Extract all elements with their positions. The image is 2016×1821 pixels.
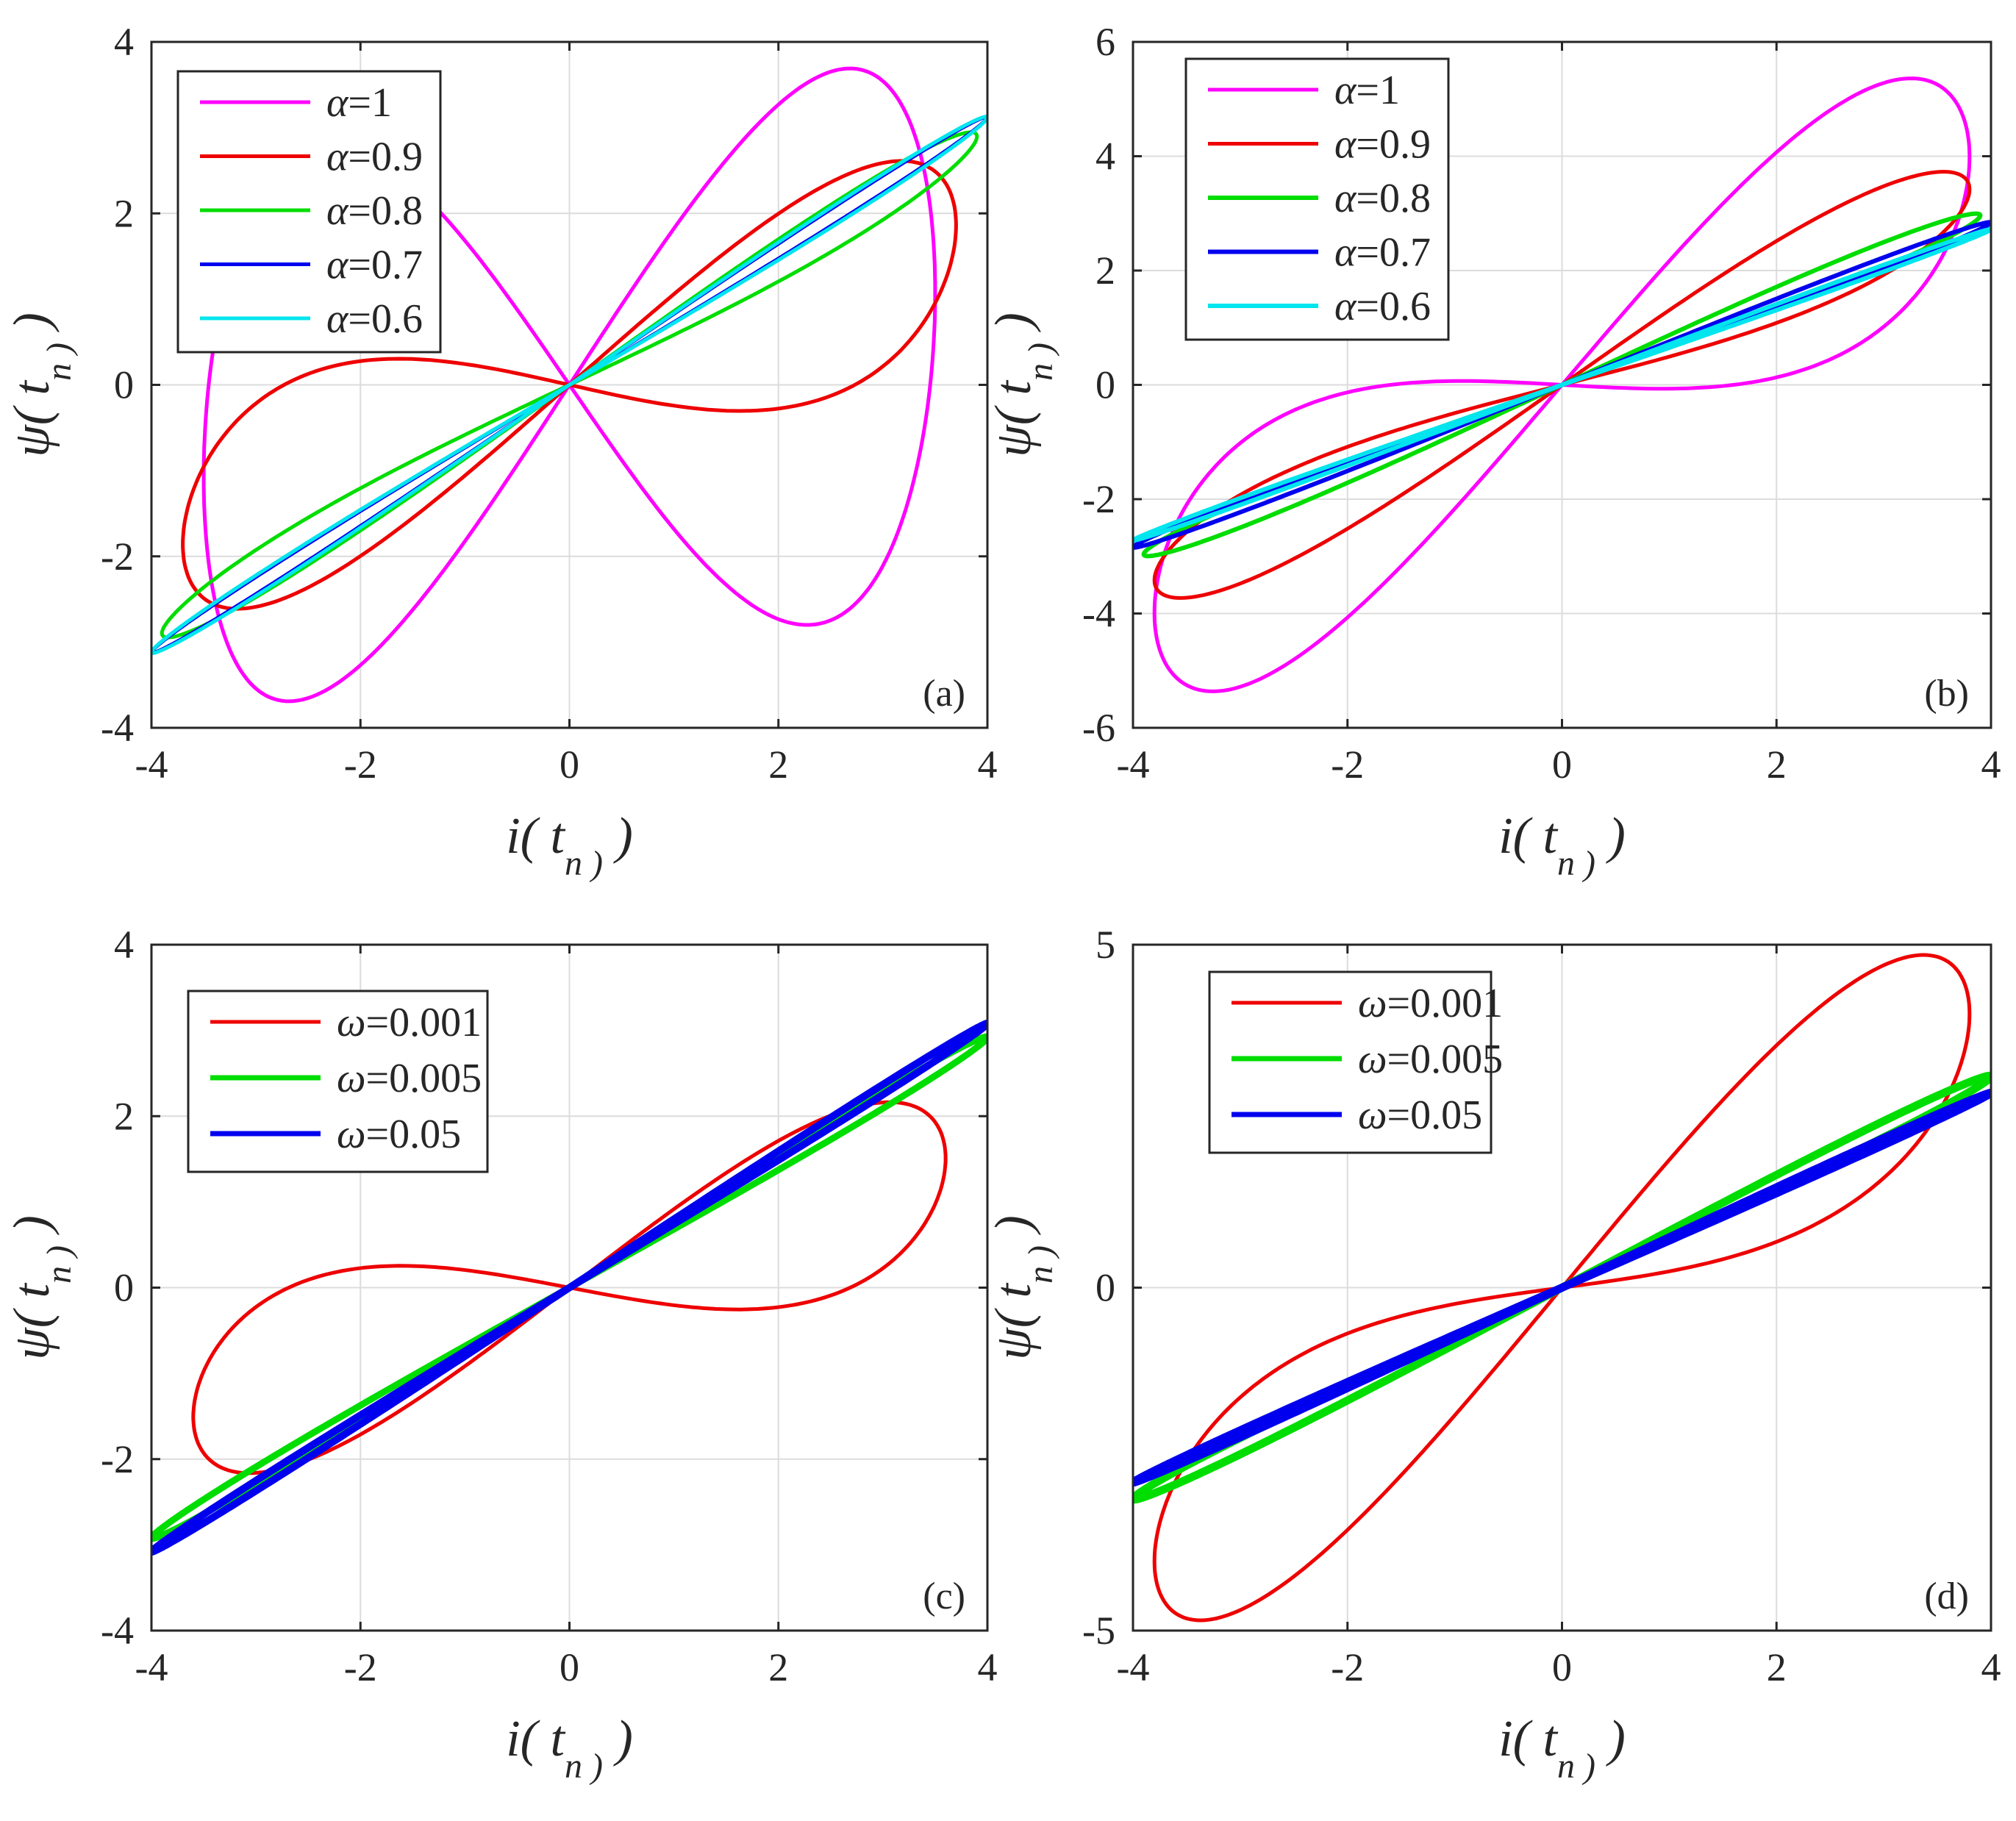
y-tick-label: 0: [114, 363, 134, 407]
legend-box: [1208, 970, 1493, 1154]
y-tick-label: 2: [114, 191, 134, 235]
y-tick-label: 4: [114, 20, 134, 64]
x-tick-label: 0: [1552, 1645, 1572, 1689]
legend: α=1 α=0.9 α=0.8 α=0.7 α=0.6: [176, 70, 442, 354]
x-tick-label: 2: [1767, 743, 1787, 787]
x-tick-label: 0: [560, 1645, 579, 1689]
legend-entry-label: α=0.7: [1334, 230, 1431, 276]
x-axis-label: i( tn ) ): [1498, 1711, 1626, 1786]
y-tick-label: 0: [1095, 1266, 1115, 1310]
series-group: [151, 66, 987, 704]
y-tick-label: 0: [114, 1266, 134, 1310]
x-tick-label: -4: [135, 743, 168, 787]
series-line-0_05: [1133, 1088, 1991, 1487]
series-line-0_05: [151, 1020, 987, 1556]
x-tick-label: 0: [560, 743, 579, 787]
legend-entry-label: α=1: [1334, 68, 1400, 113]
x-tick-label: 4: [1981, 743, 2001, 787]
y-axis-label: ψ( tn ) ): [4, 312, 79, 457]
y-tick-label: -2: [1082, 477, 1115, 521]
series-group: [1133, 76, 1991, 693]
y-tick-label: -2: [101, 1437, 134, 1481]
x-tick-label: 2: [768, 743, 788, 787]
legend-entry-label: α=0.7: [326, 243, 423, 288]
panel-tag: (b): [1924, 673, 1969, 715]
panel-tag: (c): [923, 1575, 965, 1617]
y-tick-label: -4: [101, 1609, 134, 1653]
series-line-0_6: [1133, 226, 1991, 543]
legend-entry-label: α=0.6: [1334, 284, 1431, 329]
legend-entry-label: α=0.8: [326, 188, 423, 234]
x-tick-label: -4: [1117, 743, 1150, 787]
series-group: [151, 1020, 987, 1556]
x-axis-label: i( tn ) ): [506, 808, 633, 883]
legend-entry-label: ω=0.05: [1358, 1092, 1482, 1138]
y-tick-label: -4: [1082, 592, 1115, 636]
legend-entry-label: ω=0.005: [1358, 1037, 1503, 1082]
y-tick-label: -2: [101, 534, 134, 579]
x-tick-label: -2: [344, 743, 377, 787]
y-tick-label: 6: [1095, 20, 1115, 64]
x-tick-label: 4: [978, 743, 998, 787]
panel-tag: (a): [923, 673, 965, 715]
x-tick-label: -4: [135, 1645, 168, 1689]
legend: α=1 α=0.9 α=0.8 α=0.7 α=0.6: [1184, 57, 1450, 341]
x-tick-label: 4: [978, 1645, 998, 1689]
legend-entry-label: ω=0.05: [337, 1112, 461, 1157]
panel-tag: (d): [1924, 1575, 1969, 1617]
series-line-0_6: [151, 115, 987, 655]
y-tick-label: 4: [1095, 135, 1115, 179]
y-tick-label: -6: [1082, 706, 1115, 750]
x-tick-label: 4: [1981, 1645, 2001, 1689]
legend-entry-label: α=0.6: [326, 296, 423, 342]
x-tick-label: 2: [1767, 1645, 1787, 1689]
y-tick-label: 2: [114, 1094, 134, 1138]
legend-entry-label: α=0.8: [1334, 176, 1431, 221]
y-axis-label: ψ( tn ) ): [985, 1215, 1060, 1360]
y-axis-label: ψ( tn ) ): [985, 312, 1060, 457]
x-tick-label: -2: [1331, 1645, 1364, 1689]
legend-entry-label: ω=0.005: [337, 1056, 482, 1101]
legend-entry-label: ω=0.001: [1358, 981, 1503, 1026]
y-axis-label: ψ( tn ) ): [4, 1215, 79, 1360]
y-tick-label: -4: [101, 706, 134, 750]
legend: ω=0.001 ω=0.005 ω=0.05: [187, 990, 489, 1173]
y-tick-label: 5: [1095, 923, 1115, 967]
x-tick-label: -2: [344, 1645, 377, 1689]
legend-entry-label: ω=0.001: [337, 1000, 482, 1045]
legend-entry-label: α=0.9: [326, 135, 423, 180]
legend-entry-label: α=0.9: [1334, 122, 1431, 168]
y-tick-label: -5: [1082, 1609, 1115, 1653]
series-group: [1133, 953, 1991, 1623]
x-axis-label: i( tn ) ): [1498, 808, 1626, 883]
x-tick-label: 0: [1552, 743, 1572, 787]
legend-entry-label: α=1: [326, 80, 392, 126]
x-axis-label: i( tn ) ): [506, 1711, 633, 1786]
chart-panel-c: -4 -2 0 2 4 -4 -2 0 2 4 i( tn ) ) ψ( tn ) ) (c) ω=0.0…: [4, 923, 998, 1786]
x-tick-label: 2: [768, 1645, 788, 1689]
y-tick-label: 2: [1095, 248, 1115, 293]
y-tick-label: 0: [1095, 363, 1115, 407]
y-tick-label: 4: [114, 923, 134, 967]
x-tick-label: -2: [1331, 743, 1364, 787]
legend: ω=0.001 ω=0.005 ω=0.05: [1208, 970, 1503, 1154]
x-tick-label: -4: [1117, 1645, 1150, 1689]
